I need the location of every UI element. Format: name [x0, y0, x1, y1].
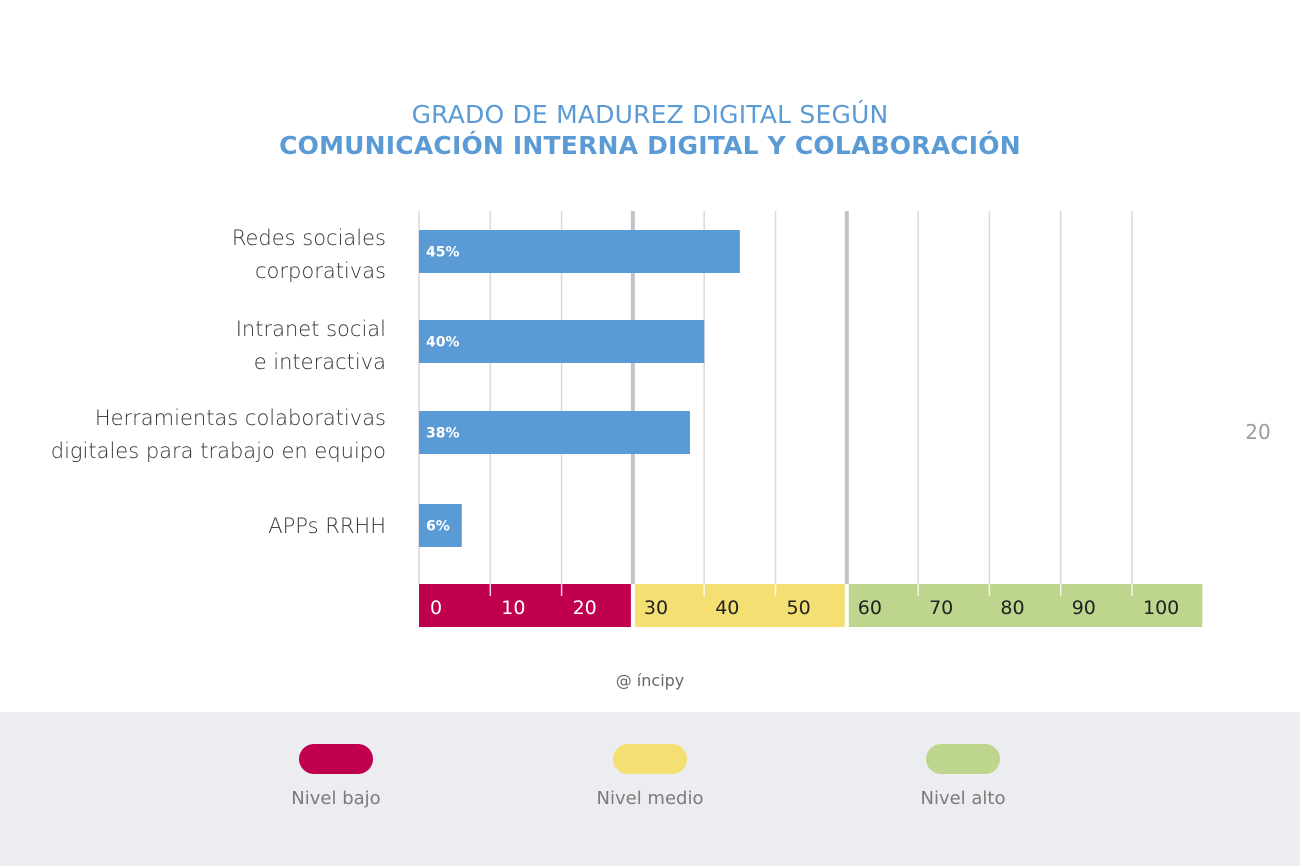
tick-label-30: 30 [644, 597, 668, 619]
page-number: 20 [1245, 420, 1271, 444]
bar-1 [419, 320, 705, 363]
legend-label-nivel-medio: Nivel medio [596, 788, 704, 809]
bar-3 [419, 504, 462, 547]
legend-swatch-nivel-bajo [299, 744, 373, 774]
tick-label-90: 90 [1072, 597, 1096, 619]
zone-nivel-alto [848, 584, 1203, 627]
legend-label-nivel-alto: Nivel alto [920, 788, 1006, 809]
bar-value-label-3: 6% [426, 519, 450, 535]
legend-item-nivel-alto: Nivel alto [863, 744, 1063, 809]
zone-nivel-medio [634, 584, 845, 627]
tick-label-70: 70 [929, 597, 953, 619]
bar-0 [419, 230, 740, 273]
category-label-redes-sociales: Redes sociales corporativas [231, 226, 386, 283]
tick-label-60: 60 [858, 597, 882, 619]
zone-nivel-bajo [419, 584, 631, 627]
tick-label-40: 40 [715, 597, 739, 619]
source-credit: @ íncipy [615, 671, 685, 690]
chart-title-line-1: GRADO DE MADUREZ DIGITAL SEGÚN [411, 100, 889, 129]
tick-label-50: 50 [787, 597, 811, 619]
legend-label-nivel-bajo: Nivel bajo [291, 788, 381, 809]
bar-2 [419, 411, 690, 454]
bar-value-label-0: 45% [426, 245, 460, 261]
category-label-intranet: Intranet social e interactiva [235, 317, 386, 374]
bar-value-label-2: 38% [426, 426, 460, 442]
tick-label-20: 20 [573, 597, 597, 619]
legend-item-nivel-bajo: Nivel bajo [236, 744, 436, 809]
tick-label-100: 100 [1143, 597, 1179, 619]
legend-item-nivel-medio: Nivel medio [550, 744, 750, 809]
legend-swatch-nivel-alto [926, 744, 1000, 774]
bar-chart: 45% 40% 38% 6% 0 10 20 30 40 50 60 70 80 90 100 [418, 211, 1203, 627]
category-label-herramientas: Herramientas colaborativas digitales para… [50, 406, 386, 463]
chart-title-line-2: COMUNICACIÓN INTERNA DIGITAL Y COLABORAC… [279, 131, 1021, 160]
category-label-apps-rrhh: APPs RRHH [268, 514, 386, 538]
bar-value-label-1: 40% [426, 335, 460, 351]
legend: Nivel bajo Nivel medio Nivel alto [0, 712, 1300, 866]
tick-label-80: 80 [1000, 597, 1024, 619]
tick-label-10: 10 [501, 597, 525, 619]
tick-label-0: 0 [430, 597, 442, 619]
legend-swatch-nivel-medio [613, 744, 687, 774]
